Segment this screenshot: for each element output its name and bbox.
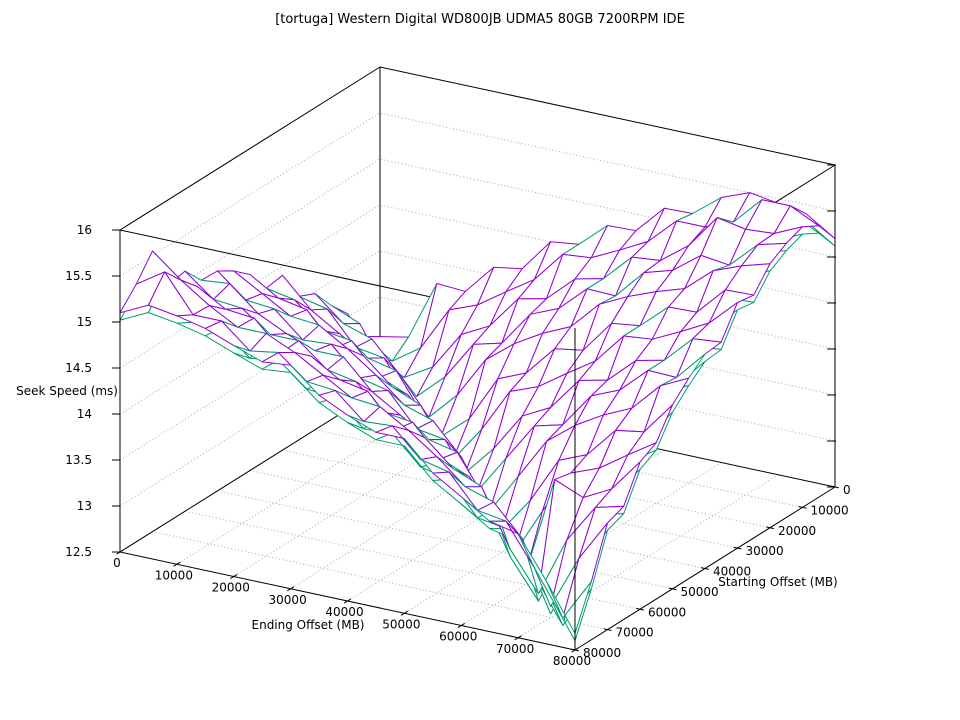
x-tick <box>400 610 409 616</box>
y-gridline <box>282 449 738 549</box>
z-gridline <box>119 112 836 277</box>
x-tick <box>343 598 352 604</box>
top-back-right-edge <box>379 66 836 166</box>
z-tick-label: 13.5 <box>65 453 92 467</box>
x-tick-label: 0 <box>113 556 121 570</box>
x-tick-label: 70000 <box>496 642 534 656</box>
z-gridline <box>119 296 836 461</box>
z-tick-label: 14.5 <box>65 361 92 375</box>
z-axis-label: Seek Speed (ms) <box>16 384 118 398</box>
chart-title: [tortuga] Western Digital WD800JB UDMA5 … <box>275 12 685 27</box>
plot-layers: 0 10000 20000 30000 40000 50000 60000 70000 8000… <box>65 66 851 668</box>
z-gridline <box>119 250 836 415</box>
x-gridline <box>233 413 495 577</box>
y-gridline <box>217 490 673 590</box>
x-tick-label: 30000 <box>269 593 307 607</box>
y-tick-label: 40000 <box>713 565 751 579</box>
z-tick-label: 16 <box>77 223 92 237</box>
x-tick <box>173 561 181 567</box>
y-tick <box>733 546 742 550</box>
x-tick-label: 50000 <box>382 617 420 631</box>
bottom-back-left-edge <box>119 388 381 553</box>
x-axis-label: Ending Offset (MB) <box>252 618 365 632</box>
z-tick-label: 15.5 <box>65 269 92 283</box>
y-tick-label: 80000 <box>583 646 621 660</box>
x-tick-label: 40000 <box>325 605 363 619</box>
y-tick <box>765 526 775 530</box>
z-tick-label: 15 <box>77 315 92 329</box>
y-gridline <box>314 429 771 529</box>
y-tick-label: 50000 <box>681 585 719 599</box>
y-axis-label: Starting Offset (MB) <box>718 575 838 589</box>
x-gridline <box>404 449 665 614</box>
y-tick-label: 10000 <box>811 503 849 517</box>
y-gridline <box>184 510 641 610</box>
x-tick <box>286 586 295 592</box>
x-tick-label: 10000 <box>155 568 193 582</box>
x-tick <box>457 622 465 629</box>
y-tick <box>635 607 645 611</box>
x-gridline <box>347 437 608 602</box>
x-tick-label: 20000 <box>212 581 250 595</box>
z-tick-label: 14 <box>77 407 92 421</box>
z-tick-label: 12.5 <box>65 545 92 559</box>
surface-main-pass <box>119 192 836 634</box>
y-tick <box>603 628 612 631</box>
y-tick-label: 60000 <box>648 605 686 619</box>
y-tick-label: 70000 <box>616 626 654 640</box>
y-tick <box>570 648 580 652</box>
x-gridline <box>176 400 438 565</box>
y-tick <box>700 567 710 570</box>
z-tick-label: 13 <box>77 499 92 513</box>
y-tick-label: 0 <box>843 483 851 497</box>
y-gridline <box>249 470 706 569</box>
x-tick <box>230 573 238 580</box>
x-gridline <box>290 425 551 590</box>
y-tick-label: 30000 <box>746 544 784 558</box>
z-gridline <box>119 342 836 507</box>
x-gridline <box>460 462 722 626</box>
y-tick <box>798 506 807 509</box>
y-tick <box>668 587 677 591</box>
x-tick-label: 80000 <box>553 654 591 668</box>
box-front-edges-and-axes: 0 10000 20000 30000 40000 50000 60000 70000 8000… <box>65 164 851 668</box>
x-tick-label: 60000 <box>439 630 477 644</box>
z-gridline <box>119 158 836 323</box>
y-tick-label: 20000 <box>778 524 816 538</box>
x-tick <box>514 635 522 641</box>
y-gridline <box>152 531 608 631</box>
top-back-left-edge <box>119 66 381 231</box>
